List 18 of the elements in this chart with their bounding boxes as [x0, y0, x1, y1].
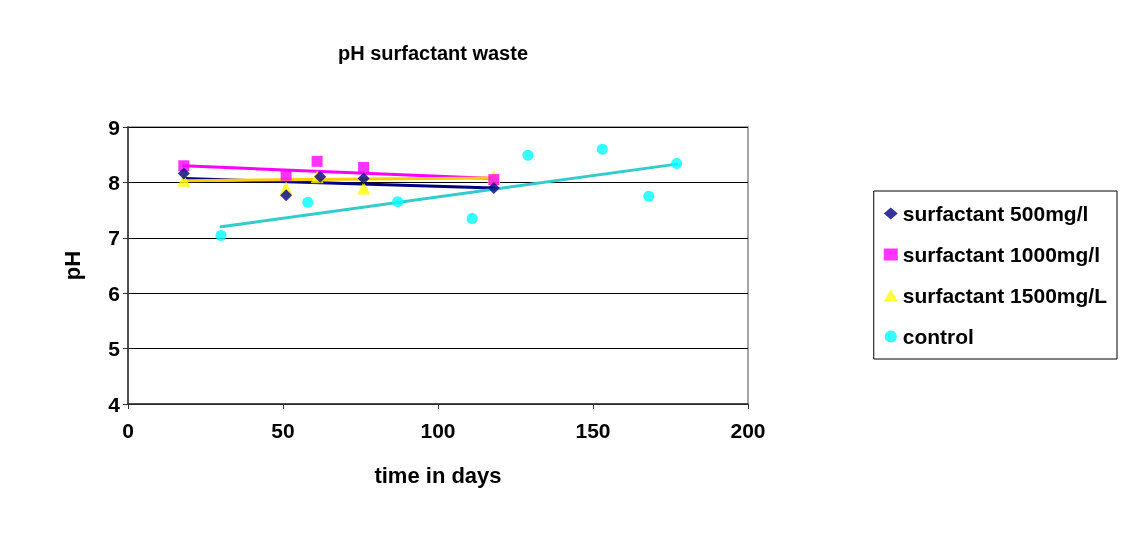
legend-label: surfactant 1500mg/L [902, 284, 1108, 307]
legend-label: surfactant 1000mg/l [902, 243, 1101, 266]
x-tick-label: 150 [575, 419, 611, 442]
x-tick-label: 100 [420, 419, 456, 442]
y-tick-label: 4 [108, 392, 121, 416]
legend-label: control [902, 325, 974, 348]
legend-label: surfactant 500mg/l [902, 202, 1089, 225]
y-tick-label: 9 [108, 115, 120, 139]
x-tick-label: 200 [730, 419, 766, 442]
chart-title: pH surfactant waste [337, 42, 529, 64]
y-tick-label: 7 [108, 226, 120, 250]
y-tick-label: 5 [108, 337, 121, 361]
x-tick-label: 50 [271, 419, 295, 442]
x-axis-title: time in days [374, 462, 502, 488]
y-tick-label: 6 [108, 281, 120, 305]
y-axis-title: pH [59, 250, 85, 281]
x-tick-label: 0 [122, 419, 134, 442]
y-tick-label: 8 [108, 170, 121, 194]
